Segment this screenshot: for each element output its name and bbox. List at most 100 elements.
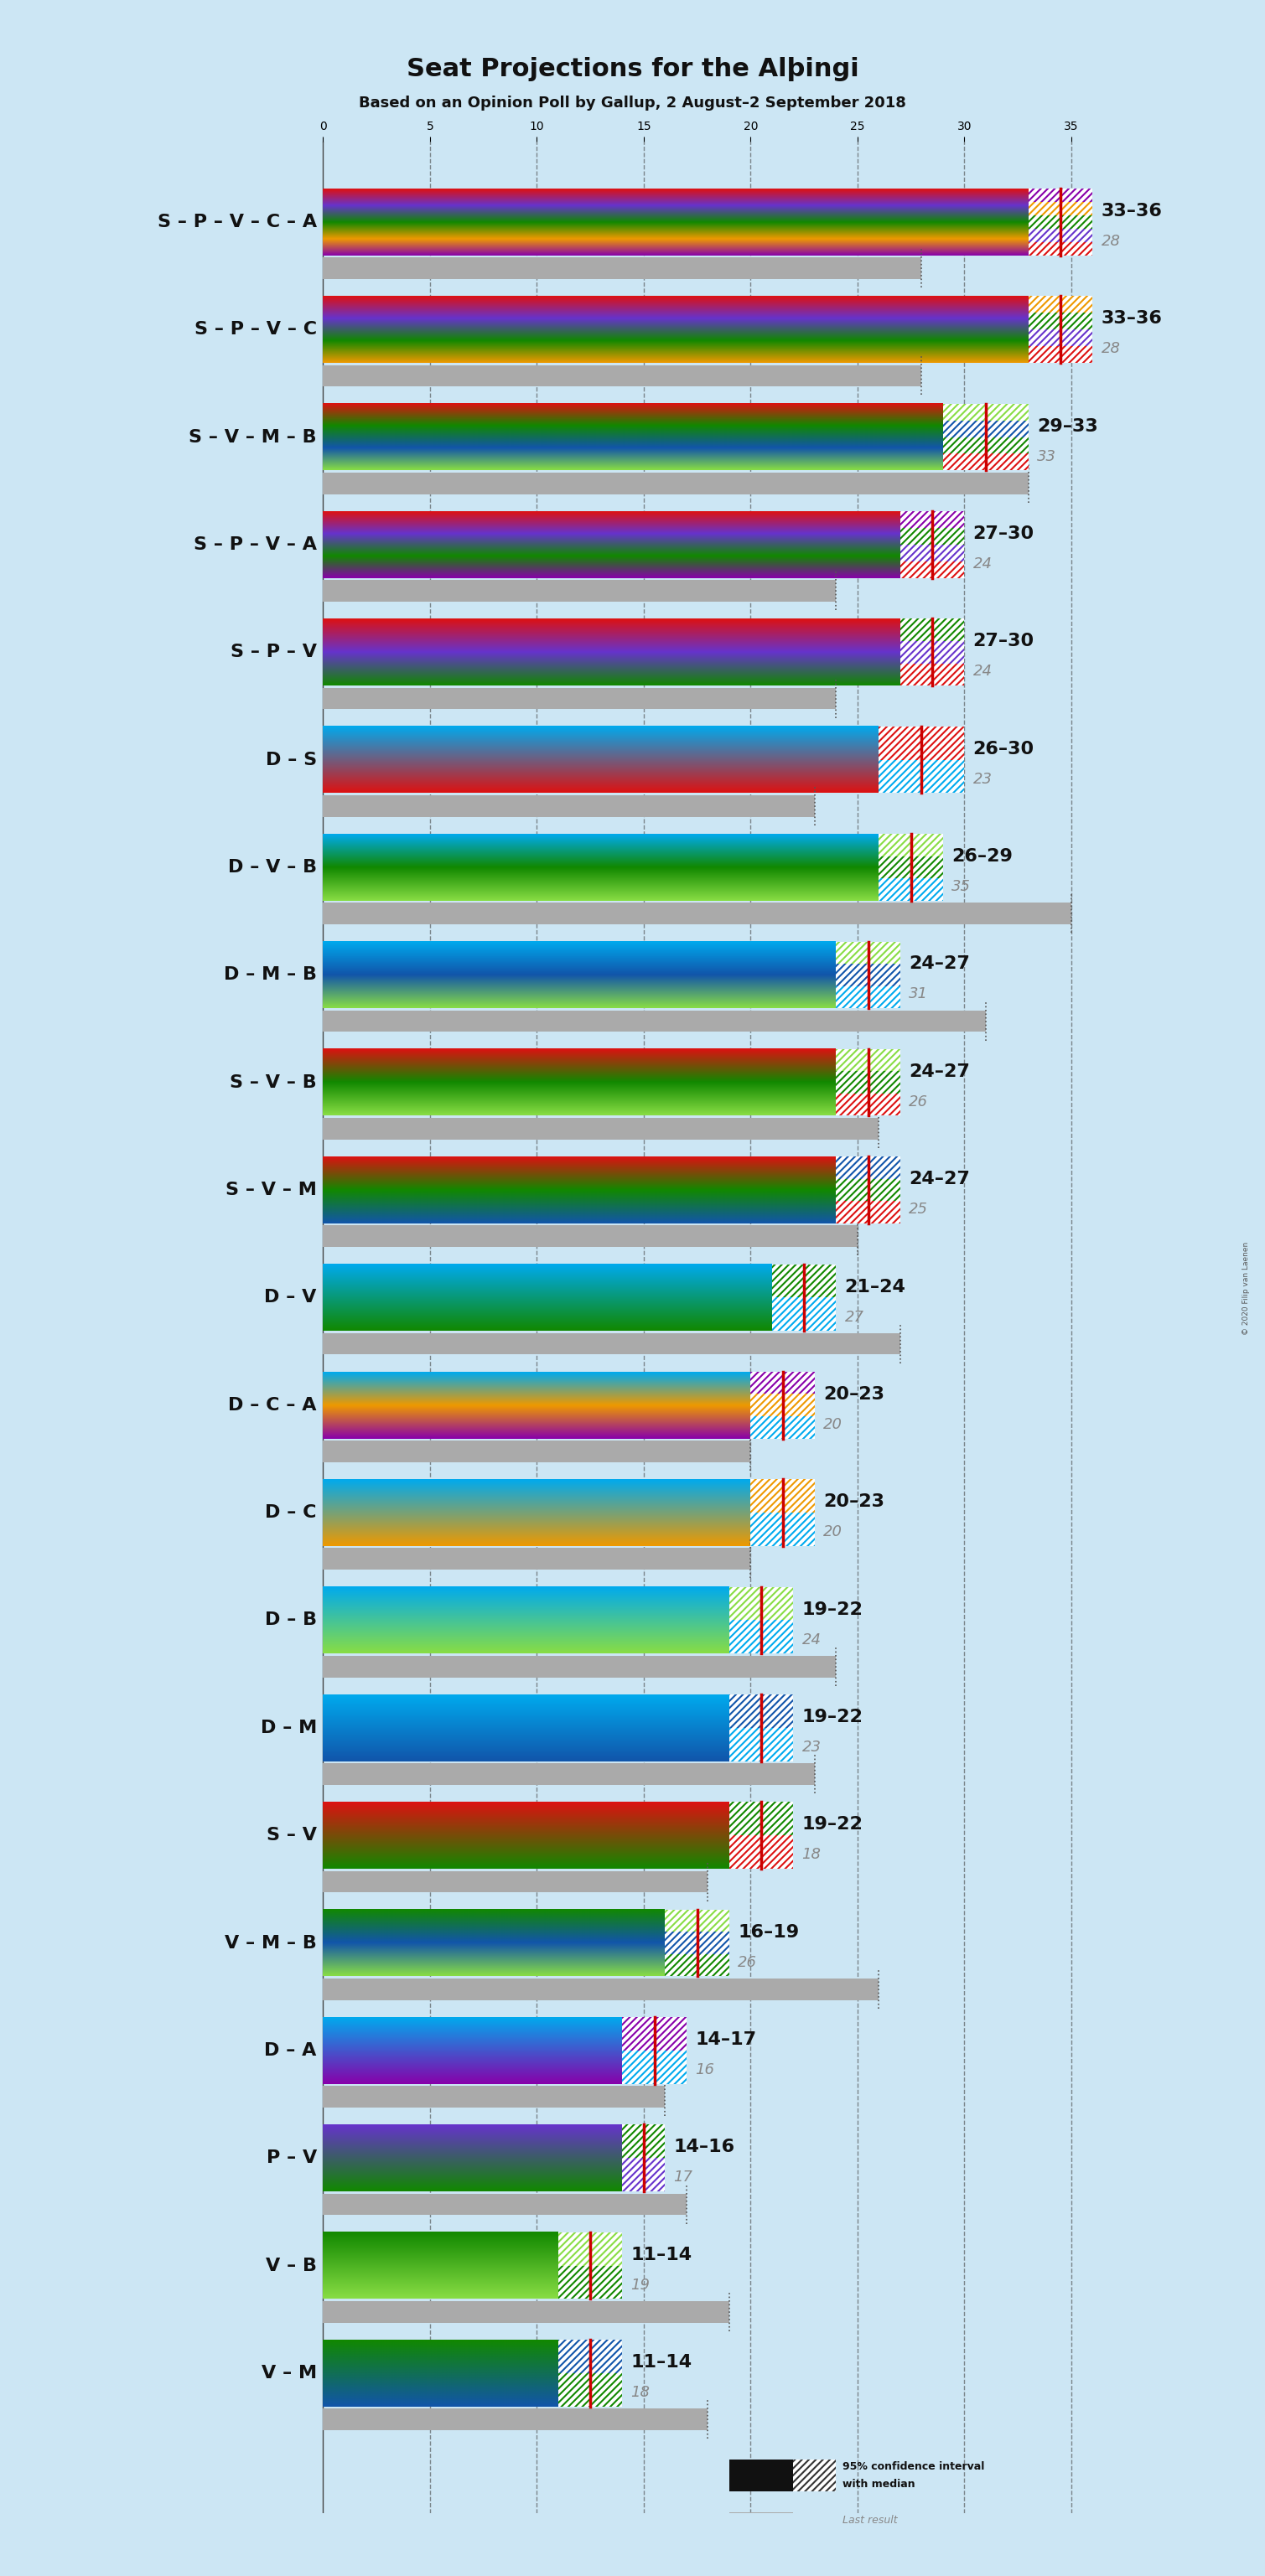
Text: 26: 26 (908, 1095, 929, 1110)
Bar (323, 471, 1028, 495)
Text: 35: 35 (951, 878, 970, 894)
Bar (729, 1728, 793, 1762)
Bar (1028, 296, 1093, 363)
Text: S – V – M: S – V – M (225, 1182, 316, 1198)
Text: 23: 23 (802, 1739, 821, 1754)
Bar (622, 2050, 687, 2084)
Text: 24–27: 24–27 (908, 1064, 970, 1079)
Text: D – B: D – B (264, 1613, 316, 1628)
Bar (901, 562, 964, 577)
Text: V – M – B: V – M – B (225, 1935, 316, 1953)
Bar (750, 1373, 815, 1394)
Text: 11–14: 11–14 (631, 2354, 692, 2370)
Bar (729, 1695, 793, 1728)
Bar (323, 2409, 708, 2429)
Bar (879, 760, 964, 793)
Bar (1028, 188, 1093, 201)
Bar (901, 618, 964, 685)
Bar (836, 1180, 901, 1200)
Bar (1028, 242, 1093, 255)
Bar (323, 1870, 708, 1893)
Bar (558, 2233, 622, 2267)
Bar (558, 2339, 622, 2372)
Bar (323, 1440, 750, 1463)
Bar (622, 2017, 687, 2050)
Text: 24: 24 (973, 556, 992, 572)
Text: D – M: D – M (261, 1718, 316, 1736)
Bar (1028, 188, 1093, 255)
Bar (836, 940, 901, 1007)
Bar (750, 1512, 815, 1546)
Bar (558, 2372, 622, 2406)
Bar (729, 1803, 793, 1834)
Text: S – P – V – C: S – P – V – C (195, 322, 316, 337)
Bar (323, 2300, 729, 2324)
Bar (942, 420, 1028, 438)
Bar (729, 1620, 793, 1654)
Bar (1028, 216, 1093, 229)
Bar (836, 1095, 901, 1115)
Text: 19–22: 19–22 (802, 1816, 863, 1834)
Text: 14–16: 14–16 (674, 2138, 735, 2156)
Text: 27: 27 (845, 1309, 864, 1324)
Bar (323, 902, 1071, 925)
Text: S – V: S – V (267, 1826, 316, 1844)
Bar (622, 2125, 665, 2159)
Bar (323, 366, 922, 386)
Text: 95% confidence interval: 95% confidence interval (842, 2460, 984, 2473)
Text: 16–19: 16–19 (737, 1924, 799, 1940)
Text: 16: 16 (694, 2063, 715, 2076)
Text: P – V: P – V (266, 2151, 316, 2166)
Text: 18: 18 (631, 2385, 650, 2401)
Bar (558, 2233, 622, 2298)
Bar (1028, 345, 1093, 363)
Text: V – B: V – B (266, 2257, 316, 2275)
Text: Last result: Last result (842, 2514, 897, 2527)
Bar (879, 726, 964, 793)
Bar (665, 1909, 729, 1932)
Bar (901, 641, 964, 662)
Text: 33–36: 33–36 (1101, 204, 1163, 219)
Bar (1028, 229, 1093, 242)
Bar (836, 963, 901, 987)
Text: 29–33: 29–33 (1037, 417, 1098, 435)
Bar (323, 1226, 858, 1247)
Text: D – V – B: D – V – B (228, 858, 316, 876)
Bar (323, 1656, 836, 1677)
Text: 11–14: 11–14 (631, 2246, 692, 2264)
Bar (750, 1394, 815, 1417)
Bar (836, 1157, 901, 1180)
Bar (729, 1834, 793, 1868)
Bar (750, 1373, 815, 1437)
Text: D – S: D – S (266, 752, 316, 768)
Bar (772, 1298, 836, 1332)
Text: 27–30: 27–30 (973, 526, 1035, 541)
Bar (729, 2512, 793, 2530)
Text: 24–27: 24–27 (908, 956, 970, 974)
Bar (665, 1955, 729, 1976)
Text: 19–22: 19–22 (802, 1602, 863, 1618)
Bar (879, 878, 942, 902)
Text: 33–36: 33–36 (1101, 309, 1163, 327)
Bar (323, 2195, 687, 2215)
Text: 24: 24 (973, 665, 992, 680)
Text: 20–23: 20–23 (824, 1386, 884, 1404)
Bar (729, 1587, 793, 1620)
Bar (901, 528, 964, 544)
Bar (729, 1695, 793, 1762)
Bar (836, 940, 901, 963)
Bar (323, 1118, 879, 1139)
Bar (901, 544, 964, 562)
Bar (942, 404, 1028, 420)
Bar (558, 2267, 622, 2298)
Text: D – C: D – C (266, 1504, 316, 1520)
Bar (323, 1978, 879, 1999)
Text: 31: 31 (908, 987, 929, 1002)
Bar (750, 1479, 815, 1546)
Bar (879, 855, 942, 878)
Text: S – P – V: S – P – V (230, 644, 316, 659)
Bar (836, 1048, 901, 1115)
Bar (1028, 330, 1093, 345)
Text: 33: 33 (1037, 448, 1056, 464)
Bar (793, 2460, 836, 2491)
